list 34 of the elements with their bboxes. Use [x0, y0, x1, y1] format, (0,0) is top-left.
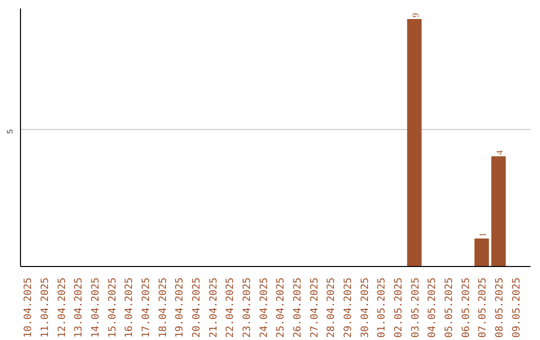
- x-tick-label: 23.04.2025: [242, 277, 254, 338]
- x-tick-label: 30.04.2025: [360, 277, 371, 338]
- x-tick-label: 26.04.2025: [292, 277, 304, 338]
- x-tick-label: 18.04.2025: [158, 277, 169, 338]
- x-tick-label: 16.04.2025: [124, 277, 136, 338]
- data-label: 4: [494, 150, 505, 155]
- data-label: 1: [478, 232, 488, 238]
- x-tick-label: 03.05.2025: [410, 277, 422, 338]
- x-tick-label: 21.04.2025: [208, 277, 220, 338]
- x-tick-label: 13.04.2025: [74, 277, 85, 338]
- x-tick-label: 07.05.2025: [478, 277, 489, 338]
- x-tick-label: 14.04.2025: [90, 277, 102, 338]
- x-tick-label: 05.05.2025: [444, 277, 456, 338]
- x-tick-label: 06.05.2025: [460, 277, 472, 338]
- data-label: 9: [410, 12, 420, 18]
- x-tick-label: 27.04.2025: [309, 277, 320, 338]
- x-tick-label: 10.04.2025: [23, 277, 34, 338]
- x-tick-label: 29.04.2025: [343, 277, 354, 338]
- x-tick-label: 12.04.2025: [56, 277, 68, 338]
- x-tick-label: 22.04.2025: [225, 277, 236, 338]
- x-tick-label: 09.05.2025: [511, 277, 522, 338]
- y-tick-label: 5: [6, 128, 14, 134]
- x-tick-label: 04.05.2025: [427, 277, 438, 338]
- x-tick-label: 08.05.2025: [494, 277, 506, 338]
- x-tick-label: 20.04.2025: [192, 277, 203, 338]
- x-tick-label: 24.04.2025: [258, 277, 270, 338]
- x-tick-label: 28.04.2025: [326, 277, 338, 338]
- x-tick-label: 02.05.2025: [394, 277, 405, 338]
- x-tick-label: 01.05.2025: [376, 277, 388, 338]
- x-tick-label: 15.04.2025: [107, 277, 118, 338]
- x-tick-label: 17.04.2025: [141, 277, 152, 338]
- x-tick-label: 11.04.2025: [40, 277, 52, 338]
- x-tick-label: 19.04.2025: [174, 277, 186, 338]
- x-tick-label: 25.04.2025: [276, 277, 287, 338]
